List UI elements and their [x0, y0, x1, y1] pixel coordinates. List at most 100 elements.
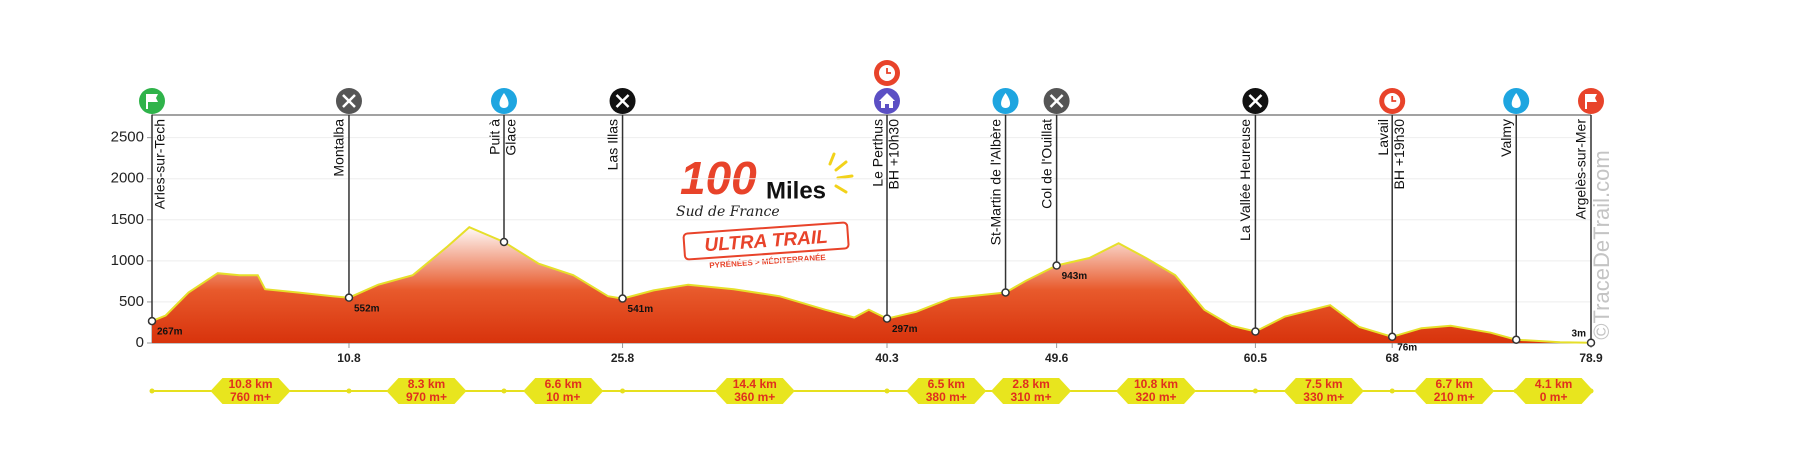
- elevation-label: 541m: [628, 304, 654, 315]
- segment-dot: [620, 388, 626, 394]
- segment-badge: [1414, 378, 1495, 404]
- icon-glyph: [1511, 93, 1521, 108]
- segment-gain: 0 m+: [1540, 390, 1568, 404]
- icon-glyph: [1001, 93, 1011, 108]
- segment-badge: [210, 378, 291, 404]
- waypoint-label: Col de l'Ouillat: [1038, 119, 1054, 209]
- logo-badge: ULTRA TRAIL PYRÉNÉES > MÉDITERRANÉE: [682, 221, 850, 270]
- x-tick-label: 49.6: [1045, 351, 1069, 365]
- segment-distance: 7.5 km: [1305, 377, 1342, 391]
- waypoint-dot: [882, 314, 892, 323]
- x-tick-label: 10.8: [337, 351, 361, 365]
- waypoint-dot: [1387, 332, 1397, 342]
- segment-dot: [1252, 388, 1258, 394]
- segment-badge: [1513, 378, 1594, 404]
- segment-badge: [386, 378, 467, 404]
- segment-badge: [1116, 378, 1197, 404]
- waypoint-label: Le Perthus: [870, 119, 886, 187]
- icon-glyph: [879, 93, 896, 108]
- segment-gain: 330 m+: [1303, 390, 1344, 404]
- waypoint: Montalba 552m: [331, 88, 380, 314]
- x-tick-label: 60.5: [1244, 351, 1268, 365]
- icon-glyph: [1248, 94, 1263, 108]
- waypoint-label: Arles-sur-Tech: [152, 119, 168, 209]
- waypoint-label: Montalba: [331, 119, 347, 177]
- segment-distance: 6.7 km: [1436, 377, 1473, 391]
- icon-glyph: [1586, 94, 1597, 102]
- x-tick-label: 40.3: [875, 351, 899, 365]
- segment-distance: 10.8 km: [1134, 377, 1178, 391]
- waypoint: La Vallée Heureuse: [1237, 88, 1269, 336]
- icon-glyph: [147, 94, 158, 102]
- segment-dot: [1389, 388, 1395, 394]
- waypoint: Puit à Glace: [487, 88, 519, 247]
- y-tick-label: 1500: [111, 211, 144, 228]
- segment-distance: 2.8 km: [1012, 377, 1049, 391]
- waypoint-label: Argelès-sur-Mer: [1573, 119, 1589, 220]
- segment-distance: 4.1 km: [1535, 377, 1572, 391]
- waypoint-label: BH +10h30: [886, 119, 902, 190]
- y-tick-label: 1000: [111, 252, 144, 269]
- logo-number: 100: [680, 152, 757, 204]
- elevation-label: 3m: [1572, 328, 1587, 339]
- segment-gain: 10 m+: [546, 390, 580, 404]
- elevation-label: 267m: [157, 327, 183, 338]
- segment-gain: 320 m+: [1135, 390, 1176, 404]
- icon-glyph: [499, 93, 509, 108]
- segment-distance: 10.8 km: [228, 377, 272, 391]
- segment-badge: [991, 378, 1072, 404]
- segment-gain: 310 m+: [1011, 390, 1052, 404]
- waypoint-label: Lavail: [1375, 119, 1391, 156]
- waypoint-dot: [1586, 338, 1596, 348]
- watermark: ©TraceDeTrail.com: [1589, 150, 1614, 339]
- waypoint-label: Glace: [503, 119, 519, 156]
- waypoint-label: St-Martin de l'Albère: [987, 119, 1003, 246]
- elevation-label: 297m: [892, 324, 918, 335]
- logo-tagline: Sud de France: [676, 204, 780, 220]
- profile-line: [151, 226, 1592, 344]
- segment-dot: [501, 388, 507, 394]
- elevation-label: 552m: [354, 303, 380, 314]
- segment-gain: 760 m+: [230, 390, 271, 404]
- waypoint-label: Las Illas: [604, 119, 620, 170]
- segment-badge: [1283, 378, 1364, 404]
- segment-gain: 380 m+: [926, 390, 967, 404]
- waypoint-label: Valmy: [1498, 119, 1514, 157]
- segment-distance: 14.4 km: [733, 377, 777, 391]
- segment-distance: 6.6 km: [545, 377, 582, 391]
- segment-dot: [346, 388, 352, 394]
- y-tick-label: 0: [136, 334, 144, 351]
- segment-badge: [906, 378, 987, 404]
- segment-dot: [149, 388, 155, 394]
- waypoint-dot: [1001, 288, 1010, 297]
- waypoint: Lavail BH +19h30 76m: [1375, 88, 1417, 353]
- icon-glyph: [1391, 96, 1397, 102]
- waypoint: Le Perthus BH +10h30 297m: [870, 60, 918, 335]
- segment-gain: 210 m+: [1434, 390, 1475, 404]
- segment-distance: 6.5 km: [928, 377, 965, 391]
- logo-word: Miles: [766, 177, 826, 204]
- waypoint-label: BH +19h30: [1391, 119, 1407, 190]
- x-tick-label: 68: [1386, 351, 1400, 365]
- waypoint-dot: [1251, 327, 1260, 336]
- waypoint-dot: [147, 316, 157, 326]
- waypoint: Las Illas 541m: [604, 88, 653, 315]
- logo: 100 Miles Sud de France ULTRA TRAIL PYRÉ…: [676, 152, 854, 270]
- waypoint: Argelès-sur-Mer 3m: [1572, 88, 1604, 348]
- icon-glyph: [342, 94, 356, 108]
- waypoint: Arles-sur-Tech 267m: [139, 88, 183, 338]
- waypoint: Valmy: [1498, 88, 1530, 344]
- segment-distance: 8.3 km: [408, 377, 445, 391]
- icon-glyph: [615, 94, 630, 108]
- waypoint-label: La Vallée Heureuse: [1237, 119, 1253, 241]
- y-tick-label: 500: [119, 293, 144, 310]
- area-fill: [152, 227, 1591, 343]
- waypoint-label: Puit à: [487, 119, 503, 155]
- y-tick-label: 2500: [111, 129, 144, 146]
- waypoint-dot: [618, 294, 627, 303]
- elevation-label: 943m: [1062, 271, 1088, 282]
- waypoint-dot: [499, 237, 509, 247]
- elevation-label: 76m: [1397, 342, 1417, 353]
